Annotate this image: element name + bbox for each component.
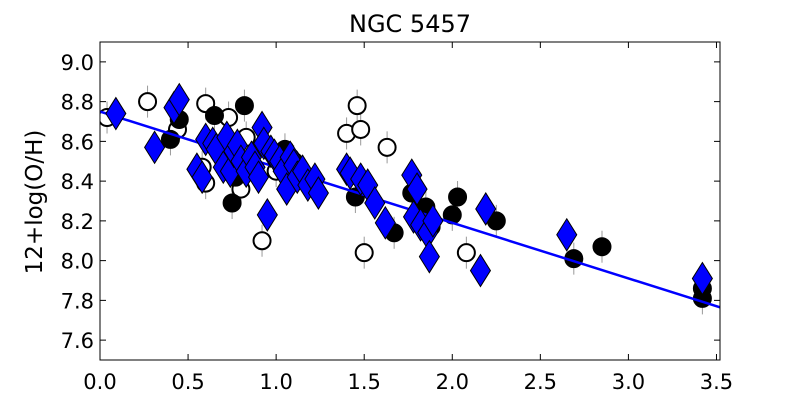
diamond-point <box>168 82 190 117</box>
y-tick-label: 8.6 <box>61 130 94 154</box>
plot-area: 0.0 0.5 1.0 1.5 2.0 2.5 3.0 3.5 7.6 7.8 8.0 8.2 8.4 8… <box>61 41 733 394</box>
y-tick-label: 8.0 <box>61 250 94 274</box>
open-circle-point <box>456 243 476 263</box>
plot-frame <box>99 41 721 361</box>
x-tick-label: 1.5 <box>348 370 381 394</box>
y-tick-label: 7.6 <box>61 329 94 353</box>
x-tick-label: 3.5 <box>700 370 733 394</box>
axis-ticks: 0.0 0.5 1.0 1.5 2.0 2.5 3.0 3.5 7.6 7.8 8.0 8.2 8.4 8… <box>61 42 733 394</box>
filled-circle-point <box>448 187 468 207</box>
open-circle-point <box>377 137 397 157</box>
diamond-point <box>364 186 386 220</box>
filled-circle-point <box>592 237 612 257</box>
filled-circle-point <box>234 96 254 116</box>
y-tick-label: 7.8 <box>61 289 94 313</box>
open-circle-point <box>351 119 371 139</box>
open-circle-point <box>138 92 158 112</box>
x-tick-label: 1.0 <box>259 370 292 394</box>
filled-circle-point <box>222 193 242 213</box>
diamond-point <box>556 217 578 252</box>
diamond-point <box>374 205 396 240</box>
x-tick-label: 0.5 <box>171 370 204 394</box>
x-tick-label: 2.0 <box>436 370 469 394</box>
y-tick-label: 8.2 <box>61 210 94 234</box>
diamond-point <box>406 172 428 207</box>
diamond-point <box>247 160 270 195</box>
diamond-point <box>307 176 329 210</box>
diamond-point <box>105 96 127 131</box>
filled-circle-point <box>204 106 224 126</box>
y-tick-label: 8.8 <box>61 91 94 115</box>
diamond-point <box>418 239 440 274</box>
y-tick-label: 9.0 <box>61 51 94 75</box>
diamond-point <box>256 197 278 232</box>
chart-title: NGC 5457 <box>349 10 471 38</box>
x-tick-label: 3.0 <box>612 370 645 394</box>
x-tick-label: 2.5 <box>524 370 557 394</box>
diamond-point <box>691 261 713 296</box>
y-tick-label: 8.4 <box>61 170 94 194</box>
open-circle-point <box>252 231 272 251</box>
open-circle-point <box>354 243 374 263</box>
y-axis-label: 12+log(O/H) <box>22 130 48 275</box>
diamond-point <box>422 203 444 238</box>
diamond-point <box>144 130 166 165</box>
diamond-point <box>191 160 213 195</box>
data-marks <box>100 82 720 315</box>
diamond-point <box>469 253 492 288</box>
x-tick-label: 0.0 <box>83 370 116 394</box>
open-circle-point <box>347 96 367 116</box>
diamond-point <box>475 192 497 226</box>
